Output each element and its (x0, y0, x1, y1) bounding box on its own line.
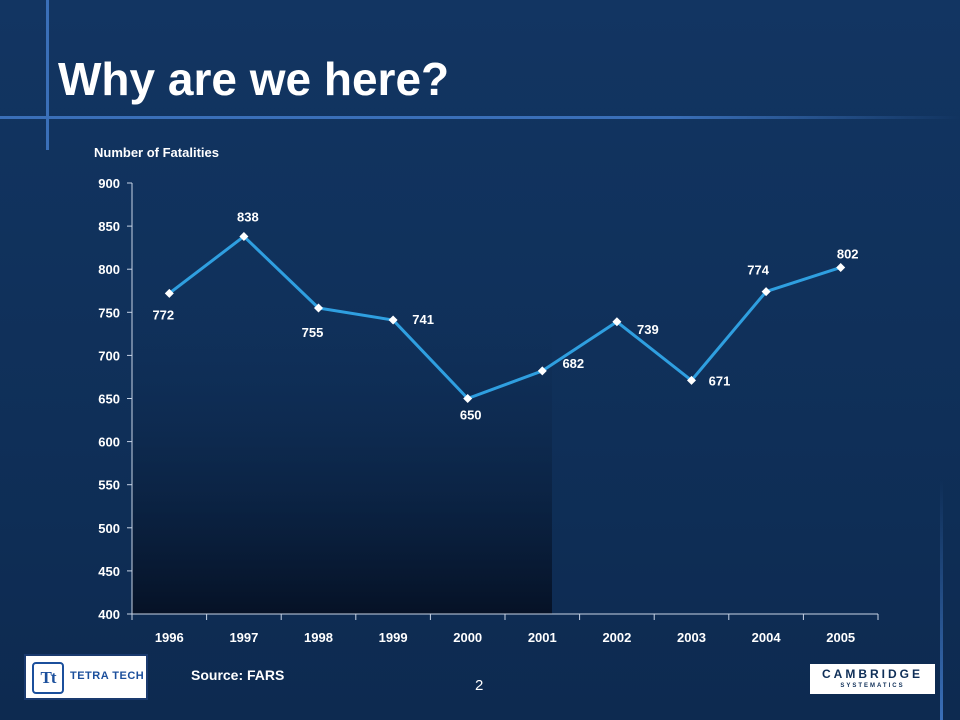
y-tick-label: 500 (98, 521, 120, 536)
data-label: 739 (637, 322, 659, 337)
y-axis-label: Number of Fatalities (94, 145, 219, 160)
cambridge-systematics-logo: CAMBRIDGE SYSTEMATICS (810, 664, 935, 694)
y-tick-label: 750 (98, 305, 120, 320)
tetra-tech-name: TETRA TECH (70, 670, 145, 682)
data-label: 650 (460, 408, 482, 423)
x-tick-label: 2001 (528, 630, 557, 645)
y-tick-label: 600 (98, 435, 120, 450)
x-tick-label: 1997 (229, 630, 258, 645)
data-label: 838 (237, 209, 259, 224)
y-tick-label: 900 (98, 176, 120, 191)
data-label: 774 (747, 263, 769, 278)
data-point-marker (612, 317, 622, 327)
cambridge-name: CAMBRIDGE (822, 667, 923, 681)
data-label: 682 (562, 356, 584, 371)
data-label: 802 (837, 246, 859, 261)
y-tick-label: 700 (98, 348, 120, 363)
data-label: 772 (152, 307, 174, 322)
y-tick-label: 550 (98, 478, 120, 493)
data-point-marker (239, 231, 249, 241)
accent-vertical-line (46, 0, 49, 150)
systematics-name: SYSTEMATICS (840, 683, 905, 689)
x-tick-label: 1996 (155, 630, 184, 645)
slide-title: Why are we here? (58, 53, 450, 105)
source-note: Source: FARS (191, 667, 285, 683)
y-tick-label: 800 (98, 262, 120, 277)
x-tick-label: 2002 (602, 630, 631, 645)
x-tick-label: 2000 (453, 630, 482, 645)
data-label: 755 (302, 325, 324, 340)
data-point-marker (836, 262, 846, 272)
data-point-marker (537, 366, 547, 376)
x-tick-label: 1998 (304, 630, 333, 645)
y-tick-label: 400 (98, 607, 120, 622)
data-point-marker (314, 303, 323, 313)
data-point-marker (388, 315, 398, 325)
y-tick-label: 650 (98, 392, 120, 407)
data-label: 741 (412, 312, 434, 327)
data-label: 671 (709, 373, 731, 388)
plot-shading (132, 300, 552, 614)
data-point-marker (687, 375, 696, 385)
x-tick-label: 2003 (677, 630, 706, 645)
tetra-tech-logo: Tt TETRA TECH (24, 654, 148, 700)
data-point-marker (761, 287, 771, 297)
x-tick-label: 1999 (379, 630, 408, 645)
y-tick-label: 850 (98, 219, 120, 234)
x-tick-label: 2004 (752, 630, 782, 645)
accent-horizontal-line (0, 116, 960, 119)
page-number: 2 (475, 677, 484, 694)
accent-right-line (940, 480, 943, 720)
data-point-marker (463, 394, 473, 403)
tetra-tech-mark: Tt (32, 662, 64, 694)
series-line (168, 234, 842, 400)
x-tick-label: 2005 (826, 630, 855, 645)
y-tick-label: 450 (98, 564, 120, 579)
data-point-marker (164, 288, 174, 298)
